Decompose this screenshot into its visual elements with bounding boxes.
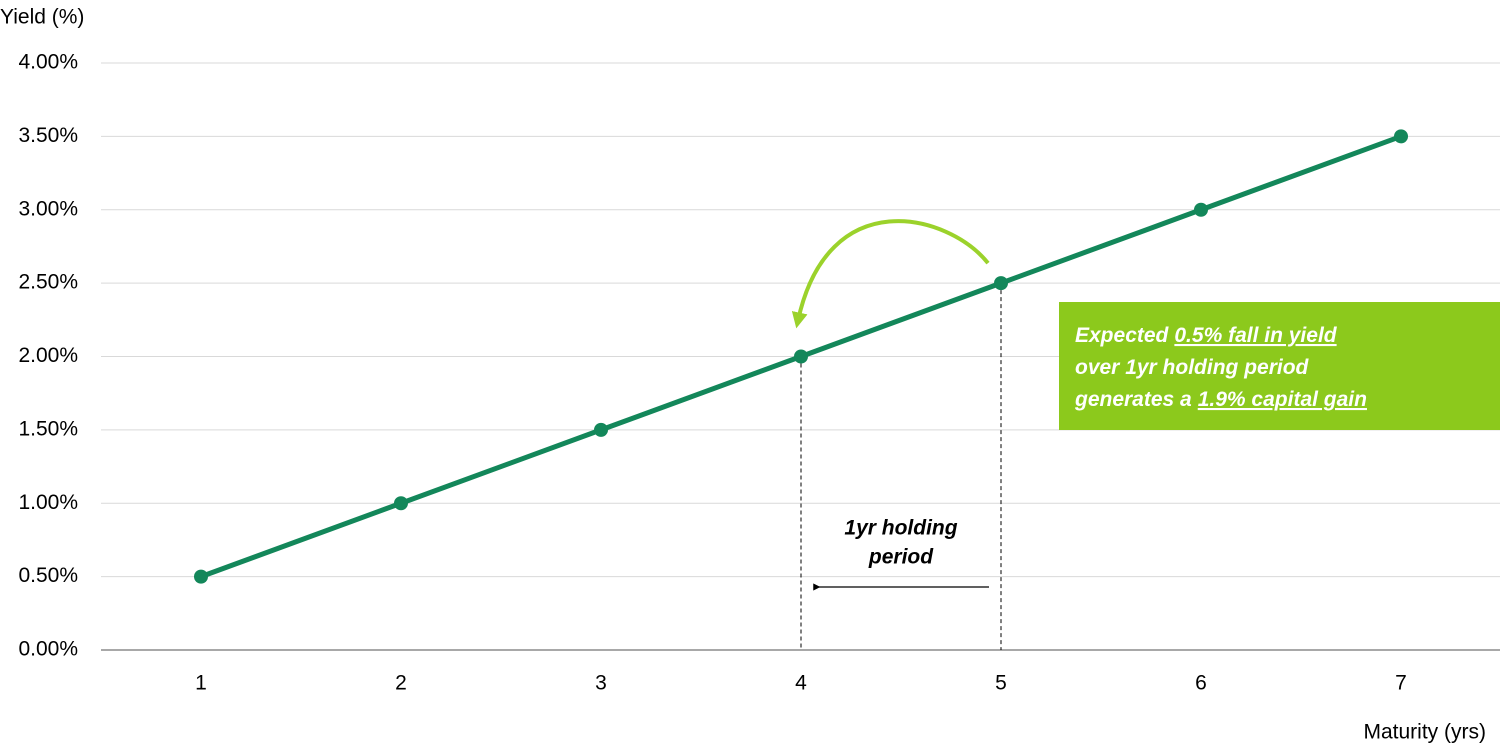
data-point bbox=[1394, 129, 1408, 144]
callout-segment: 1.9% capital gain bbox=[1198, 388, 1367, 411]
callout-text: over 1yr holding period bbox=[1075, 356, 1310, 379]
x-tick-label: 7 bbox=[1395, 672, 1407, 695]
x-tick-label: 6 bbox=[1195, 672, 1207, 695]
y-tick-label: 2.50% bbox=[18, 271, 78, 294]
holding-label: 1yr holding bbox=[844, 517, 957, 540]
data-point bbox=[194, 569, 208, 584]
callout-segment: over 1yr holding period bbox=[1075, 356, 1310, 379]
y-tick-label: 0.00% bbox=[18, 638, 78, 661]
y-axis-title: Yield (%) bbox=[0, 6, 84, 29]
callout-segment: generates a bbox=[1074, 388, 1192, 411]
y-tick-label: 2.00% bbox=[18, 344, 78, 367]
callout-text: Expected 0.5% fall in yield bbox=[1075, 324, 1338, 347]
data-point bbox=[994, 276, 1008, 291]
x-tick-label: 5 bbox=[995, 672, 1007, 695]
holding-label: period bbox=[868, 546, 934, 569]
callout-segment: 0.5% fall in yield bbox=[1174, 324, 1337, 347]
y-tick-label: 3.00% bbox=[18, 197, 78, 220]
y-tick-label: 1.50% bbox=[18, 417, 78, 440]
callout-text: generates a 1.9% capital gain bbox=[1074, 388, 1367, 411]
y-tick-label: 0.50% bbox=[18, 564, 78, 587]
callout-box bbox=[1059, 302, 1500, 430]
data-point bbox=[394, 496, 408, 511]
data-point bbox=[1194, 202, 1208, 217]
x-axis-title: Maturity (yrs) bbox=[1364, 721, 1487, 744]
y-tick-label: 3.50% bbox=[18, 124, 78, 147]
x-tick-label: 4 bbox=[795, 672, 807, 695]
x-tick-label: 1 bbox=[195, 672, 207, 695]
roll-down-arrow bbox=[791, 219, 990, 329]
x-tick-label: 3 bbox=[595, 672, 607, 695]
callout-segment: Expected bbox=[1075, 324, 1170, 347]
y-tick-label: 4.00% bbox=[18, 51, 78, 74]
y-tick-label: 1.00% bbox=[18, 491, 78, 514]
data-point bbox=[594, 422, 608, 437]
x-tick-label: 2 bbox=[395, 672, 407, 695]
data-point bbox=[794, 349, 808, 364]
